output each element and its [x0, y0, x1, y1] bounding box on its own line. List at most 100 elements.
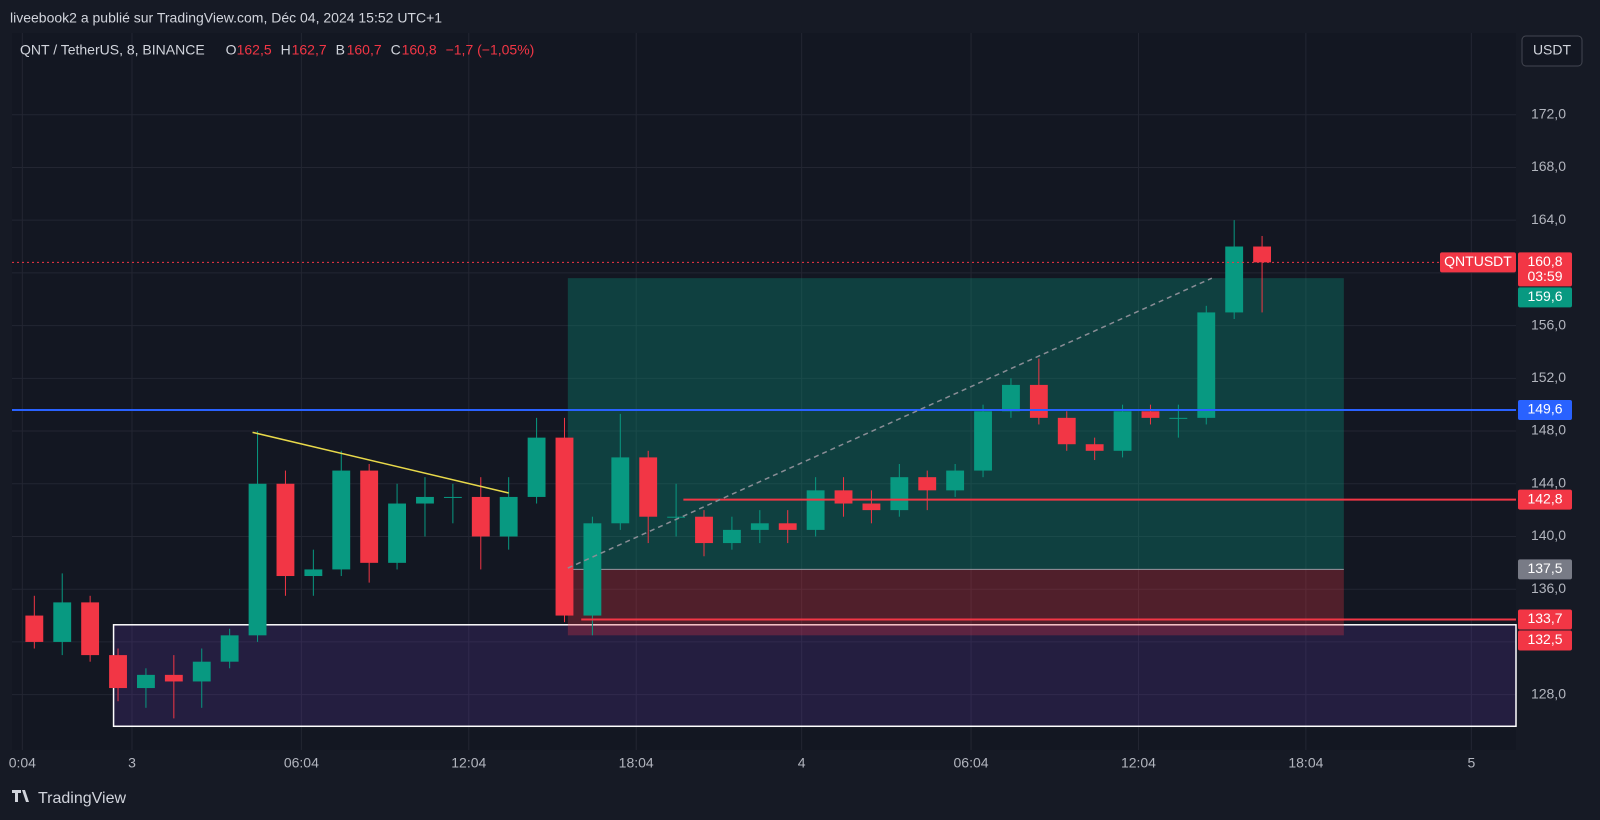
price-label-box — [1518, 489, 1572, 510]
symbol-label: QNTUSDT — [1444, 253, 1512, 269]
trend-line — [252, 431, 509, 494]
price-label-box — [1518, 609, 1572, 630]
candle-body — [834, 490, 853, 504]
profit-zone — [567, 278, 1344, 570]
price-label: 132,5 — [1527, 631, 1562, 647]
ohlc-value: 162,7 — [292, 42, 327, 58]
symbol: QNT / TetherUS, 8, BINANCE — [20, 42, 205, 58]
candle-body — [220, 635, 239, 662]
zone-box — [112, 624, 1517, 728]
y-tick-label: 168,0 — [1531, 158, 1566, 174]
candle-body — [695, 516, 713, 544]
candle-body — [443, 496, 462, 498]
price-label: 160,8 — [1527, 253, 1562, 269]
y-tick-label: 128,0 — [1531, 685, 1566, 701]
candle-body — [722, 529, 741, 544]
candle-body — [1197, 312, 1216, 418]
price-label: 142,8 — [1527, 490, 1562, 506]
candle-body — [639, 457, 658, 517]
candle-body — [137, 674, 155, 689]
candle-body — [192, 661, 211, 682]
x-tick-label: 4 — [798, 755, 806, 771]
y-tick-label: 140,0 — [1531, 527, 1566, 543]
candle-body — [1169, 417, 1188, 419]
candle-body — [918, 477, 937, 491]
ohlc-value: 160,7 — [347, 42, 382, 58]
ohlc-key: O — [226, 42, 237, 58]
y-tick-label: 148,0 — [1531, 422, 1566, 438]
candle-body — [360, 470, 379, 563]
candle-body — [1002, 384, 1020, 412]
x-tick-label: 3 — [128, 755, 136, 771]
ohlc-value: 160,8 — [402, 42, 437, 58]
candle-body — [304, 569, 323, 577]
countdown: 03:59 — [1527, 268, 1562, 284]
candle-body — [527, 437, 546, 497]
price-label: 149,6 — [1527, 401, 1562, 417]
candle-body — [1113, 411, 1132, 451]
candle-body — [471, 496, 490, 537]
candle-body — [667, 516, 686, 518]
candle-body — [388, 503, 406, 563]
symbol-box — [1440, 252, 1516, 273]
x-tick-label: 0:04 — [9, 755, 36, 771]
y-tick-label: 144,0 — [1531, 474, 1566, 490]
candle-body — [890, 477, 909, 511]
ohlc-key: C — [391, 42, 401, 58]
price-label-box — [1518, 252, 1572, 287]
price-label-box — [1518, 399, 1572, 420]
candle-body — [1029, 384, 1048, 418]
currency-button[interactable] — [1521, 35, 1583, 67]
price-label: 137,5 — [1527, 560, 1562, 576]
candle-body — [81, 602, 100, 656]
x-tick-label: 18:04 — [619, 755, 654, 771]
legend: QNT / TetherUS, 8, BINANCE O 162,5 H 162,7 B 1… — [20, 42, 534, 58]
candle-body — [946, 470, 965, 491]
candle-body — [862, 503, 881, 511]
candle-body — [806, 490, 825, 530]
x-tick-label: 5 — [1467, 755, 1475, 771]
candle-body — [1225, 246, 1244, 313]
brand: TradingView — [38, 790, 126, 807]
candle-body — [1141, 411, 1160, 418]
y-tick-label: 136,0 — [1531, 580, 1566, 596]
y-tick-label: 172,0 — [1531, 105, 1566, 121]
publisher: liveebook2 a publié sur TradingView.com,… — [10, 10, 442, 26]
candle-body — [1253, 246, 1272, 263]
candle-body — [276, 483, 295, 577]
candle-body — [416, 496, 434, 504]
candle-body — [109, 655, 127, 689]
candle-body — [1057, 417, 1076, 445]
price-label: 133,7 — [1527, 610, 1562, 626]
loss-zone — [567, 569, 1344, 636]
x-tick-label: 12:04 — [1121, 755, 1156, 771]
x-tick-label: 06:04 — [954, 755, 989, 771]
x-tick-label: 06:04 — [284, 755, 319, 771]
candle-body — [974, 411, 992, 471]
x-tick-label: 12:04 — [451, 755, 486, 771]
y-tick-label: 164,0 — [1531, 211, 1566, 227]
x-tick-label: 18:04 — [1288, 755, 1323, 771]
candle-body — [583, 523, 602, 616]
price-label-box — [1518, 287, 1572, 308]
change: −1,7 (−1,05%) — [446, 42, 535, 58]
price-label: 159,6 — [1527, 288, 1562, 304]
currency[interactable]: USDT — [1533, 42, 1572, 58]
candle-body — [555, 437, 574, 616]
trend-line — [567, 277, 1213, 569]
candle-body — [499, 496, 518, 537]
candle-body — [25, 615, 44, 642]
candle-body — [611, 457, 630, 524]
y-tick-label: 152,0 — [1531, 369, 1566, 385]
price-label-box — [1518, 559, 1572, 580]
ohlc-key: B — [336, 42, 345, 58]
layer — [12, 33, 1517, 750]
candle-body — [1085, 444, 1104, 451]
candle-body — [778, 523, 797, 530]
ohlc-value: 162,5 — [237, 42, 272, 58]
candle-body — [332, 470, 351, 570]
candle-body — [164, 674, 183, 682]
candle-body — [53, 602, 72, 642]
